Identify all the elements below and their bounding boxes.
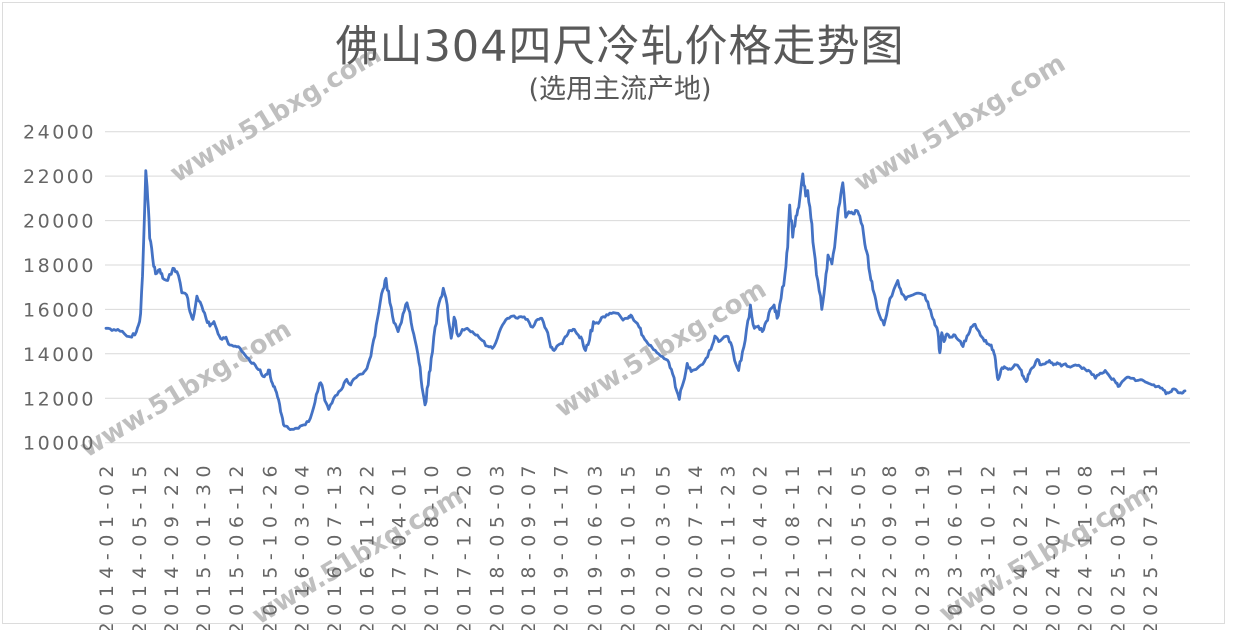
y-axis-tick-label: 10000: [23, 433, 96, 455]
x-axis-tick-label: 2015-06-12: [226, 459, 248, 630]
x-axis-tick-label: 2023-06-01: [945, 459, 967, 630]
x-axis-tick-label: 2019-06-03: [584, 459, 606, 630]
y-axis-tick-label: 24000: [23, 122, 96, 144]
x-axis-tick-label: 2024-07-01: [1042, 459, 1064, 630]
x-axis-tick-label: 2014-05-15: [129, 459, 151, 630]
x-axis-tick-label: 2017-12-20: [454, 459, 476, 630]
chart-subtitle: (选用主流产地): [528, 74, 712, 105]
x-axis-tick-label: 2018-05-03: [487, 459, 509, 630]
watermark-text: www.51bxg.com: [75, 314, 297, 464]
x-axis-tick-label: 2025-07-31: [1140, 459, 1162, 630]
x-axis-tick-label: 2024-02-21: [1010, 459, 1032, 630]
x-axis-tick-label: 2021-12-21: [815, 459, 837, 630]
x-axis-tick-label: 2020-11-23: [718, 459, 740, 630]
x-axis-tick-label: 2020-07-14: [685, 459, 707, 630]
x-axis-tick-label: 2019-10-15: [618, 459, 640, 630]
x-axis-tick-label: 2017-04-01: [389, 459, 411, 630]
y-axis-tick-label: 22000: [23, 166, 96, 188]
x-axis-tick-label: 2017-08-10: [421, 459, 443, 630]
x-axis-tick-label: 2022-05-05: [848, 459, 870, 630]
x-axis-tick-label: 2024-11-08: [1075, 459, 1097, 630]
x-axis-tick-label: 2023-10-12: [978, 459, 1000, 630]
x-axis-tick-label: 2019-01-17: [551, 459, 573, 630]
chart-title: 佛山304四尺冷轧价格走势图: [335, 22, 905, 72]
y-axis-tick-label: 20000: [23, 211, 96, 233]
y-axis-tick-label: 14000: [23, 344, 96, 366]
x-axis-tick-label: 2021-04-02: [750, 459, 772, 630]
x-axis-tick-label: 2015-01-30: [193, 459, 215, 630]
x-axis-tick-label: 2014-09-22: [161, 459, 183, 630]
x-axis-tick-label: 2020-03-05: [653, 459, 675, 630]
x-axis-tick-label: 2022-09-08: [879, 459, 901, 630]
y-axis-tick-label: 16000: [23, 299, 96, 321]
x-axis-tick-label: 2016-11-22: [357, 459, 379, 630]
x-axis-tick-label: 2018-09-07: [518, 459, 540, 630]
x-axis-tick-label: 2023-01-19: [912, 459, 934, 630]
x-axis-tick-label: 2021-08-11: [782, 459, 804, 630]
y-axis-tick-label: 12000: [23, 388, 96, 410]
x-axis-tick-label: 2015-10-26: [260, 459, 282, 630]
x-axis-tick-label: 2016-07-13: [324, 459, 346, 630]
price-line: [104, 169, 1187, 431]
x-axis-tick-label: 2025-03-21: [1107, 459, 1129, 630]
x-axis-tick-label: 2016-03-04: [292, 459, 314, 630]
y-axis-tick-label: 18000: [23, 255, 96, 277]
x-axis-tick-label: 2014-01-02: [96, 459, 118, 630]
